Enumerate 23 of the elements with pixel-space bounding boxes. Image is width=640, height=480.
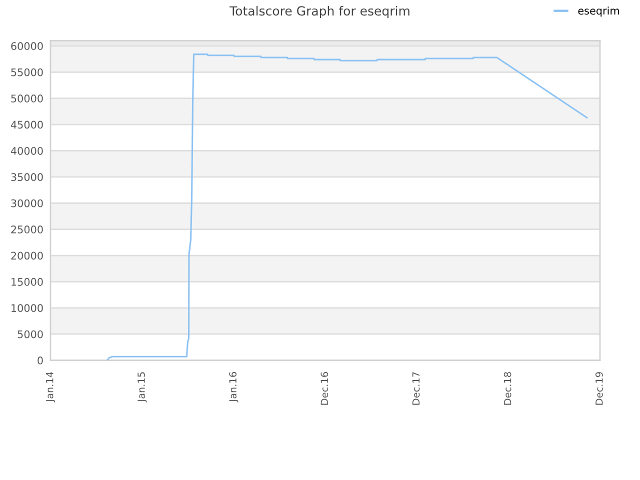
legend-label: eseqrim: [578, 6, 619, 17]
y-tick-label: 20000: [11, 252, 43, 260]
y-tick-label: 25000: [11, 226, 43, 234]
y-tick-label: 55000: [11, 68, 43, 76]
x-tick-label: Jan.14: [46, 372, 56, 402]
y-tick-label: 40000: [10, 146, 43, 155]
x-tick-label: Jan.15: [138, 372, 147, 402]
x-tick-label: Dec.18: [504, 372, 512, 405]
y-tick-label: 45000: [10, 120, 43, 129]
x-tick-label: Dec.17: [412, 372, 420, 405]
y-tick-label: 5000: [18, 330, 43, 338]
x-tick-label: Jan.16: [229, 372, 238, 402]
y-tick-label: 0: [38, 356, 43, 364]
y-tick-label: 50000: [11, 94, 43, 102]
y-tick-label: 10000: [12, 304, 43, 312]
x-tick-label: Dec.16: [320, 372, 328, 405]
chart-title: Totalscore Graph for eseqrim: [230, 6, 410, 18]
y-tick-label: 15000: [12, 278, 43, 286]
y-tick-label: 30000: [11, 199, 43, 208]
y-tick-label: 35000: [11, 173, 43, 182]
x-tick-label: Dec.19: [595, 372, 603, 405]
y-tick-label: 60000: [11, 42, 43, 50]
line-series: [106, 54, 588, 360]
